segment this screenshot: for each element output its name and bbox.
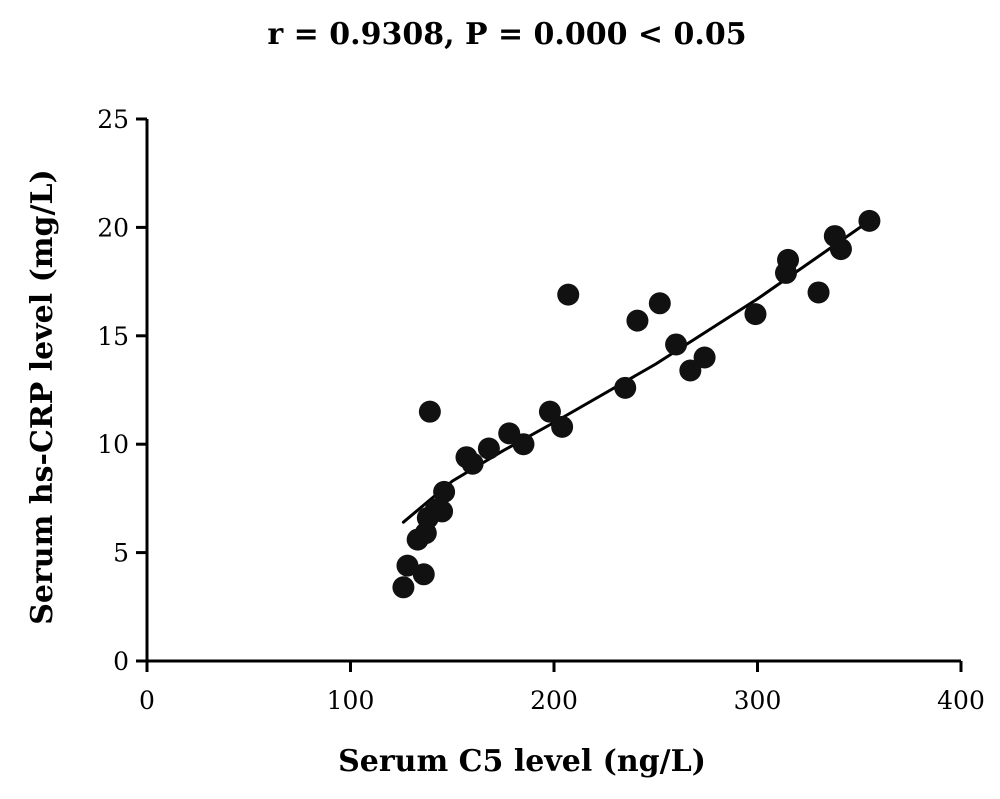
data-point bbox=[477, 437, 500, 460]
data-point bbox=[461, 452, 484, 475]
data-point bbox=[512, 433, 535, 456]
x-tick-label: 0 bbox=[139, 686, 155, 715]
chart-title: r = 0.9308, P = 0.000 < 0.05 bbox=[267, 17, 746, 52]
data-point bbox=[665, 333, 688, 356]
x-axis-label: Serum C5 level (ng/L) bbox=[338, 744, 706, 779]
x-ticks: 0 100 200 300 400 bbox=[139, 661, 985, 715]
data-point bbox=[538, 400, 561, 423]
data-point bbox=[744, 303, 767, 326]
data-point bbox=[614, 376, 637, 399]
axes bbox=[145, 119, 961, 663]
y-ticks: 0 5 10 15 20 25 bbox=[97, 105, 147, 676]
y-tick-label: 10 bbox=[97, 430, 129, 459]
trend-line bbox=[401, 219, 871, 524]
x-tick-label: 300 bbox=[734, 686, 782, 715]
data-point bbox=[392, 576, 415, 599]
data-point bbox=[777, 248, 800, 271]
y-axis-label: Serum hs-CRP level (mg/L) bbox=[25, 169, 60, 625]
data-point bbox=[551, 415, 574, 438]
y-tick-label: 20 bbox=[97, 213, 129, 242]
data-point bbox=[626, 309, 649, 332]
data-point bbox=[557, 283, 580, 306]
data-point bbox=[807, 281, 830, 304]
y-tick-label: 0 bbox=[113, 647, 129, 676]
data-point bbox=[679, 359, 702, 382]
y-tick-label: 15 bbox=[97, 322, 129, 351]
data-point bbox=[648, 292, 671, 315]
data-point bbox=[412, 563, 435, 586]
data-point bbox=[396, 554, 419, 577]
x-tick-label: 400 bbox=[937, 686, 985, 715]
y-tick-label: 5 bbox=[113, 539, 129, 568]
data-point bbox=[829, 238, 852, 261]
data-point bbox=[418, 400, 441, 423]
data-points bbox=[392, 209, 881, 599]
x-tick-label: 200 bbox=[530, 686, 578, 715]
data-point bbox=[433, 480, 456, 503]
data-point bbox=[693, 346, 716, 369]
data-point bbox=[858, 209, 881, 232]
y-tick-label: 25 bbox=[97, 105, 129, 134]
data-point bbox=[431, 500, 454, 523]
x-tick-label: 100 bbox=[327, 686, 375, 715]
